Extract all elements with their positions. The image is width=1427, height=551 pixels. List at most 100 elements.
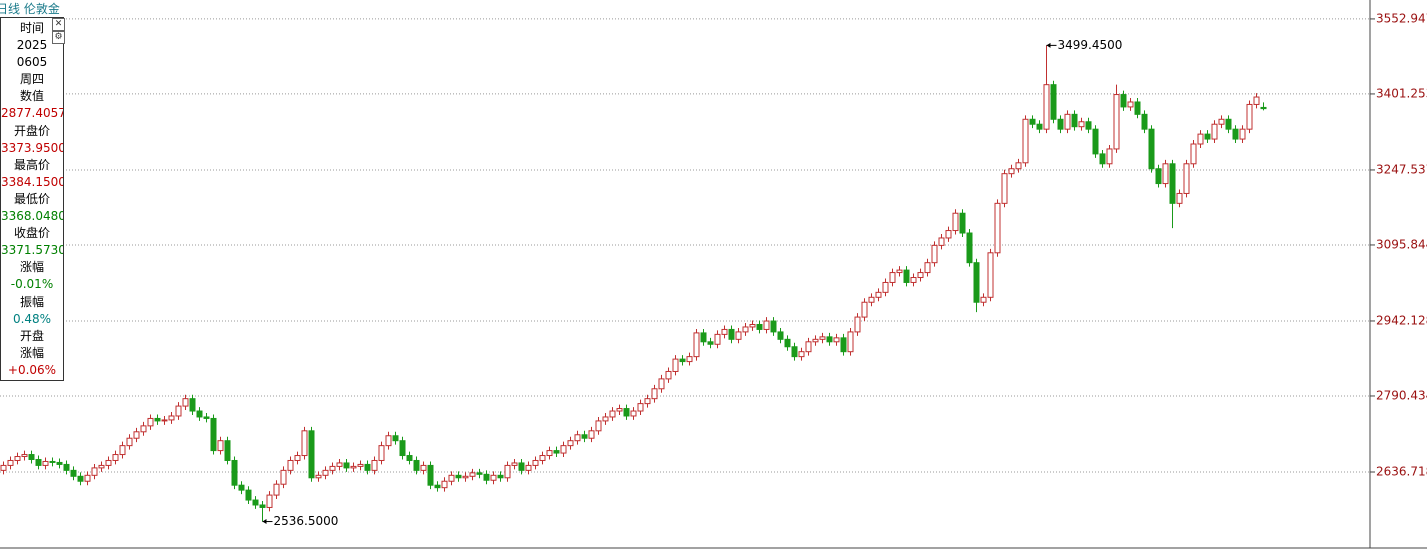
candle-body bbox=[511, 462, 518, 466]
candle-body bbox=[924, 262, 931, 274]
candle-body bbox=[1029, 118, 1036, 125]
panel-line: 3384.1500 bbox=[1, 174, 63, 189]
candle-body bbox=[392, 435, 399, 442]
candle-body bbox=[1099, 153, 1106, 165]
panel-line: 开盘价 bbox=[13, 123, 50, 138]
candle-body bbox=[1260, 106, 1267, 110]
candle-body bbox=[973, 262, 980, 303]
candle-body bbox=[861, 301, 868, 318]
candle-body bbox=[532, 459, 539, 466]
candle-body bbox=[98, 464, 105, 469]
candle-body bbox=[679, 358, 686, 363]
candle-body bbox=[609, 410, 616, 418]
candle-body bbox=[833, 337, 840, 343]
candle-body bbox=[1092, 128, 1099, 155]
candle-body bbox=[959, 212, 966, 234]
candle-body bbox=[798, 351, 805, 358]
candle-body bbox=[35, 458, 42, 466]
candle-body bbox=[840, 337, 847, 353]
candle-body bbox=[784, 338, 791, 348]
candle-body bbox=[616, 408, 623, 412]
candle-body bbox=[427, 464, 434, 486]
y-tick-label: 3552.947 bbox=[1376, 11, 1427, 25]
candle-body bbox=[84, 474, 91, 482]
candle-body bbox=[777, 331, 784, 340]
candle-body bbox=[1232, 128, 1239, 140]
candle-body bbox=[910, 277, 917, 283]
candle-body bbox=[336, 462, 343, 467]
candle-body bbox=[1078, 121, 1085, 128]
settings-button[interactable]: ⚙ bbox=[52, 31, 65, 44]
candle-body bbox=[49, 460, 56, 463]
candle-body bbox=[812, 338, 819, 343]
candle-body bbox=[434, 484, 441, 489]
candle-body bbox=[231, 459, 238, 486]
candle-body bbox=[63, 463, 70, 471]
candle-body bbox=[210, 417, 217, 452]
candle-body bbox=[819, 336, 826, 340]
candle-body bbox=[987, 252, 994, 298]
candle-body bbox=[1071, 113, 1078, 128]
annotation-arrowhead bbox=[1046, 42, 1051, 48]
candle-body bbox=[455, 474, 462, 479]
candle-body bbox=[707, 341, 714, 345]
candle-body bbox=[259, 504, 266, 508]
candle-body bbox=[357, 463, 364, 467]
candle-body bbox=[847, 331, 854, 353]
annotation-label: 2536.5000 bbox=[274, 514, 339, 528]
candle-body bbox=[77, 475, 84, 482]
candle-body bbox=[371, 459, 378, 471]
candle-body bbox=[119, 445, 126, 456]
candle-body bbox=[182, 398, 189, 407]
candle-body bbox=[952, 212, 959, 232]
candle-body bbox=[287, 459, 294, 471]
candle-body bbox=[686, 356, 693, 363]
candle-body bbox=[525, 464, 532, 471]
candle-body bbox=[1120, 94, 1127, 108]
y-tick-label: 3247.537 bbox=[1376, 162, 1427, 176]
annotation-arrowhead bbox=[262, 519, 267, 525]
candle-body bbox=[1015, 162, 1022, 170]
candle-body bbox=[791, 346, 798, 358]
candle-body bbox=[1064, 113, 1071, 130]
candle-body bbox=[826, 336, 833, 343]
candle-body bbox=[308, 430, 315, 479]
candle-body bbox=[224, 440, 231, 461]
panel-line: 时间 bbox=[19, 21, 44, 35]
candle-body bbox=[14, 456, 21, 461]
candle-body bbox=[735, 331, 742, 340]
candle-body bbox=[1001, 173, 1008, 204]
panel-line: 3368.0480 bbox=[1, 209, 63, 224]
panel-line: 3371.5730 bbox=[1, 243, 63, 258]
panel-line: 振幅 bbox=[19, 294, 44, 309]
panel-line: 周四 bbox=[19, 72, 44, 87]
candle-body bbox=[1218, 118, 1225, 125]
close-button[interactable]: ✕ bbox=[52, 18, 65, 31]
candle-body bbox=[539, 455, 546, 461]
candle-body bbox=[749, 323, 756, 328]
panel-line: 2877.4057 bbox=[1, 106, 63, 121]
candle-body bbox=[658, 378, 665, 390]
candle-body bbox=[805, 341, 812, 353]
candle-body bbox=[1211, 123, 1218, 140]
candle-body bbox=[896, 269, 903, 274]
candle-body bbox=[1239, 128, 1246, 140]
candle-body bbox=[553, 450, 560, 454]
candle-body bbox=[854, 316, 861, 333]
candle-body bbox=[168, 415, 175, 421]
candle-body bbox=[364, 463, 371, 471]
info-panel: 时间 2025 0605 周四 数值 2877.4057 开盘价 3373.9500 最高价 33… bbox=[0, 17, 64, 381]
candle-body bbox=[140, 425, 147, 433]
candle-body bbox=[469, 472, 476, 477]
candle-body bbox=[154, 417, 161, 422]
candle-body bbox=[1148, 128, 1155, 170]
candle-body bbox=[882, 281, 889, 293]
candle-body bbox=[980, 296, 987, 303]
candle-body bbox=[602, 416, 609, 422]
panel-line: 最低价 bbox=[13, 191, 50, 206]
candle-body bbox=[567, 440, 574, 447]
candle-body bbox=[1246, 103, 1253, 130]
candle-body bbox=[21, 454, 28, 458]
candle-body bbox=[917, 272, 924, 279]
candle-body bbox=[497, 474, 504, 479]
